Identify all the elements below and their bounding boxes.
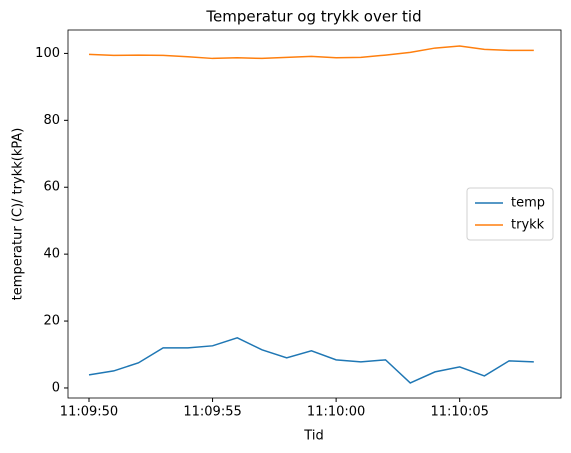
series-line xyxy=(88,45,534,60)
plot-frame xyxy=(67,29,562,399)
x-tick-label: 11:09:55 xyxy=(183,405,241,420)
legend: temp trykk xyxy=(466,187,554,241)
series-line xyxy=(88,336,534,384)
x-tick-label: 11:10:00 xyxy=(307,405,365,420)
x-tick-label: 11:10:05 xyxy=(430,405,488,420)
y-tick-label: 40 xyxy=(43,247,60,262)
x-tick-label: 11:09:50 xyxy=(60,405,118,420)
y-tick-label: 60 xyxy=(43,180,60,195)
y-axis-label: temperatur (C)/ trykk(kPA) xyxy=(11,128,26,301)
y-tick-label: 0 xyxy=(52,380,60,395)
y-tick-label: 100 xyxy=(35,46,60,61)
y-tick-label: 80 xyxy=(43,113,60,128)
legend-label: temp xyxy=(511,196,545,211)
x-axis-label: Tid xyxy=(303,429,323,444)
legend-box xyxy=(466,187,554,241)
chart-title: Temperatur og trykk over tid xyxy=(205,8,421,26)
y-tick-label: 20 xyxy=(43,314,60,329)
legend-label: trykk xyxy=(511,218,545,233)
